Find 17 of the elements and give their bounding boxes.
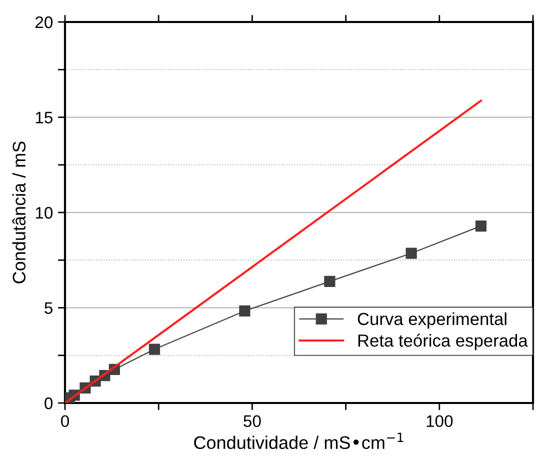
point — [324, 276, 336, 288]
y-tick-label: 20 — [35, 16, 53, 28]
x-tick-label: 100 — [426, 415, 453, 428]
x-tick-label: 50 — [244, 415, 261, 428]
point — [475, 220, 487, 232]
point — [239, 305, 250, 317]
y-tick-label: 15 — [36, 112, 52, 124]
y-tick-label: 10 — [36, 206, 53, 219]
legend-label: Reta teórica esperada — [358, 334, 528, 350]
y-tick-label: 5 — [44, 302, 52, 314]
y-axis-title: Condutância / mS — [12, 142, 26, 284]
legend-label: Curva experimental — [358, 312, 506, 329]
x-tick-label: 0 — [61, 415, 69, 428]
x-axis-title: Condutividade / mS•cm$^{−1}$ — [194, 432, 404, 450]
y-tick-label: 0 — [44, 397, 53, 410]
point — [148, 344, 160, 355]
point — [406, 248, 417, 259]
